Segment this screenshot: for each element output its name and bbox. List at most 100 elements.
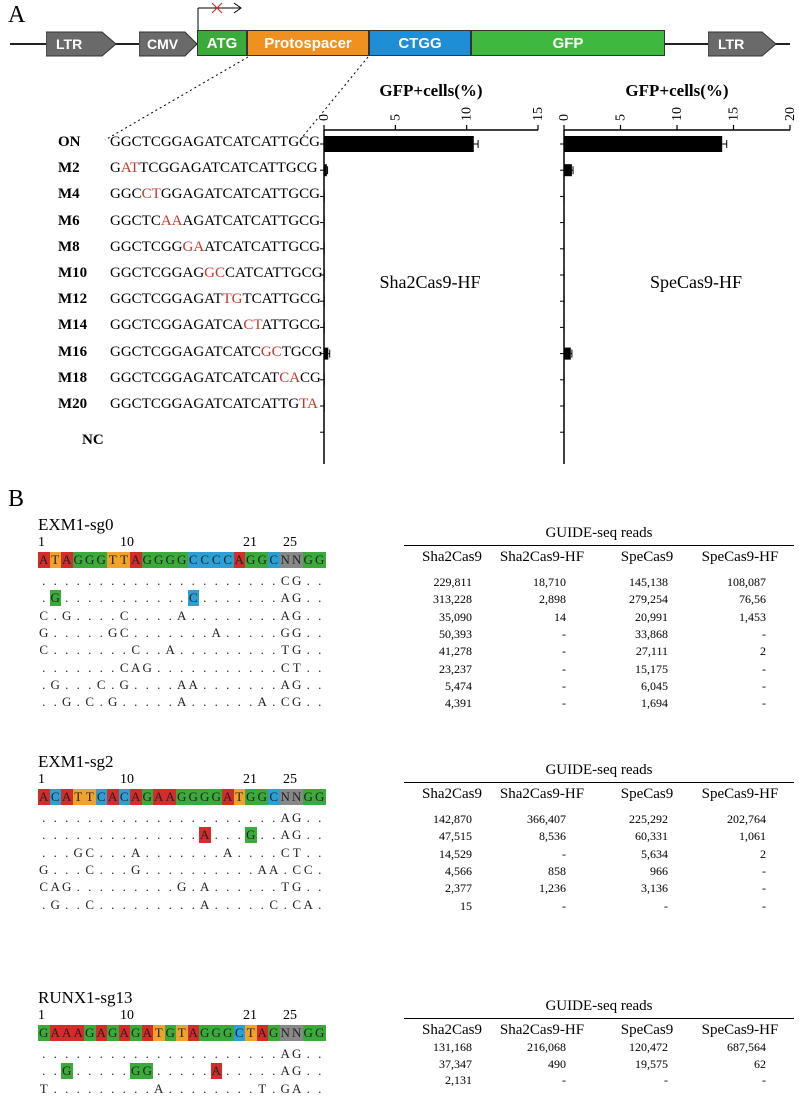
off-target-base: . [260, 624, 264, 640]
bar-m2 [564, 164, 572, 177]
off-target-base: . [157, 827, 161, 843]
off-target-base: . [122, 896, 126, 912]
nucleotide: N [291, 1025, 303, 1041]
off-target-base: . [99, 1063, 103, 1079]
off-target-base: A [257, 694, 267, 710]
chart-title: GFP+cells(%) [625, 81, 728, 100]
off-target-base: . [318, 676, 322, 692]
table-rule [404, 782, 794, 783]
table-cell: 23,237 [439, 661, 472, 676]
off-target-base: . [203, 1080, 207, 1096]
position-index: 1 [38, 1008, 45, 1023]
table-cell: 33,868 [635, 626, 668, 641]
table-cell: 1,061 [739, 829, 766, 844]
table-cell: 5,634 [641, 846, 668, 861]
off-target-base: . [99, 896, 103, 912]
nucleotide: G [141, 789, 153, 805]
off-target-base: G [62, 879, 72, 895]
table-cell: 490 [548, 1056, 566, 1071]
off-target-base: . [318, 624, 322, 640]
bar-m16 [324, 347, 329, 360]
off-target-base: . [318, 590, 322, 606]
off-target-base: . [111, 1063, 115, 1079]
off-target-base: . [42, 827, 46, 843]
off-target-base: . [237, 624, 241, 640]
off-target-base: . [260, 676, 264, 692]
off-target-base: . [42, 810, 46, 825]
table-cell: 15,175 [635, 661, 668, 676]
off-target-base: . [226, 1046, 230, 1061]
off-target-base: . [191, 861, 195, 877]
table-column-header: Sha2Cas9 [422, 549, 482, 565]
nucleotide: C [187, 552, 199, 568]
bar-m18 [324, 373, 325, 386]
off-target-base: . [99, 642, 103, 658]
off-target-base: . [88, 1080, 92, 1096]
off-target-base: . [76, 659, 80, 675]
table-title: GUIDE-seq reads [545, 762, 653, 778]
off-target-base: . [65, 810, 69, 825]
off-target-base: . [306, 810, 310, 825]
off-target-base: . [180, 1046, 184, 1061]
off-target-base: . [260, 573, 264, 588]
table-cell: 1,236 [539, 881, 566, 896]
table-cell: 37,347 [439, 1056, 472, 1071]
nucleotide: N [279, 552, 291, 568]
table-cell: 313,228 [433, 592, 472, 607]
table-column-header: SpeCas9-HF [701, 1022, 779, 1038]
off-target-base: . [260, 810, 264, 825]
off-target-base: . [145, 590, 149, 606]
off-target-base: . [88, 676, 92, 692]
table-cell: 4,566 [445, 863, 472, 878]
off-target-base: . [134, 694, 138, 710]
off-target-base: . [260, 879, 264, 895]
off-target-base: . [157, 659, 161, 675]
table-cell: - [762, 881, 766, 896]
row-sequence: GGCTCGGGAATCATCATTGCG [110, 238, 321, 255]
off-target-base: . [122, 694, 126, 710]
off-target-base: . [318, 607, 322, 623]
nucleotide: G [153, 552, 165, 568]
off-target-base: . [134, 827, 138, 843]
table-cell: 60,331 [635, 829, 668, 844]
off-target-base: . [272, 879, 276, 895]
table-cell: 50,393 [439, 626, 472, 641]
bar-m4 [564, 190, 565, 203]
off-target-base: . [249, 861, 253, 877]
table-cell: 8,536 [539, 829, 566, 844]
table-cell: - [762, 696, 766, 711]
off-target-base: . [145, 607, 149, 623]
table-cell: 14,529 [439, 846, 472, 861]
off-target-base: . [318, 810, 322, 825]
nucleotide: T [107, 552, 119, 568]
off-target-base: A [257, 861, 267, 877]
off-target-base: G [245, 827, 257, 844]
off-target-base: . [145, 844, 149, 860]
mismatch-bases: CA [279, 369, 301, 386]
cmv-arrow: CMV [139, 31, 198, 57]
table-cell: 3,136 [641, 881, 668, 896]
off-target-base: . [249, 694, 253, 710]
table-cell: 41,278 [439, 644, 472, 659]
table-column-header: Sha2Cas9-HF [499, 1022, 585, 1038]
table-cell: 108,087 [727, 575, 766, 589]
off-target-base: . [157, 896, 161, 912]
off-target-base: . [318, 861, 322, 877]
table-column-header: SpeCas9 [620, 1022, 674, 1038]
off-target-base: . [99, 573, 103, 588]
position-index: 25 [283, 772, 297, 787]
row-label: M16 [58, 343, 88, 360]
nucleotide: G [314, 1025, 326, 1041]
off-target-base: . [134, 573, 138, 588]
off-target-base: G [62, 607, 72, 623]
off-target-base: A [223, 844, 233, 860]
off-target-base: C [280, 573, 290, 588]
off-target-base: . [88, 879, 92, 895]
off-target-base: G [177, 879, 187, 895]
bar-m2 [324, 164, 327, 177]
bar-m6 [564, 216, 565, 229]
row-label: M18 [58, 369, 88, 386]
